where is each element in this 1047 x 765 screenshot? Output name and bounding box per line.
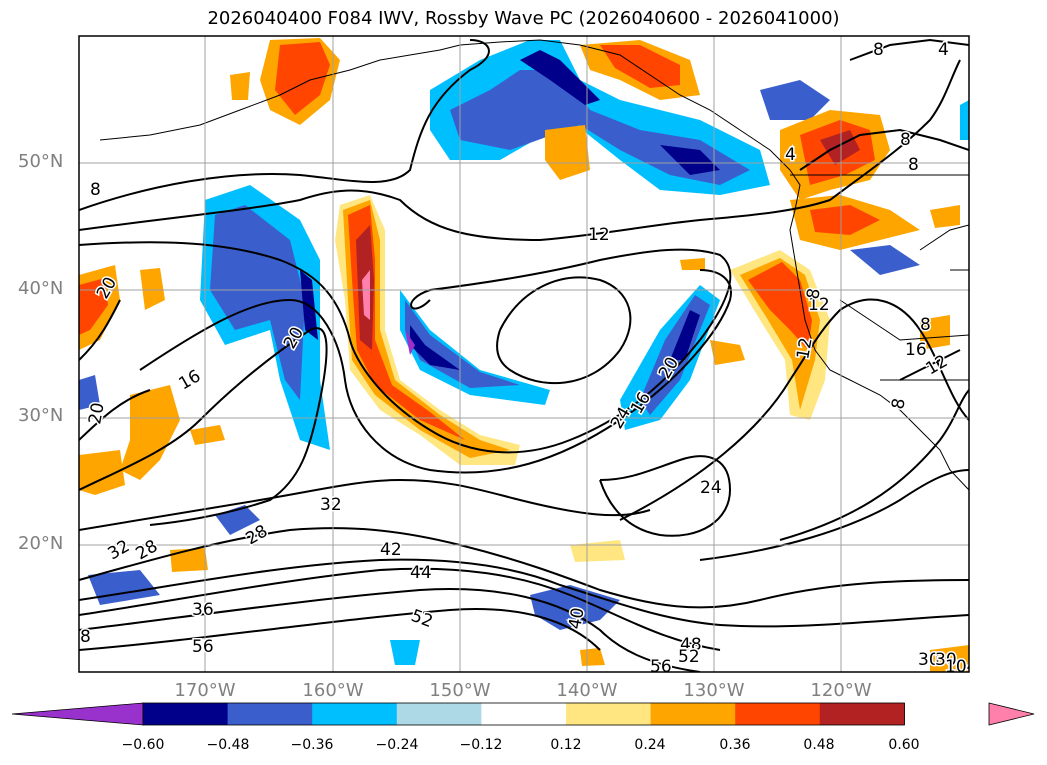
colorbar-tick: −0.36: [290, 737, 334, 753]
colorbar-cell: [143, 703, 229, 725]
contour-label: 48: [680, 635, 702, 655]
map-title: 2026040400 F084 IWV, Rossby Wave PC (202…: [207, 8, 840, 29]
lon-label-170w: 170°W: [174, 680, 236, 701]
contour-label: 4: [785, 145, 796, 165]
colorbar-cell: [735, 703, 821, 725]
colorbar-tick: −0.24: [375, 737, 419, 753]
contour-label: 52: [678, 647, 700, 667]
colorbar-cell: [650, 703, 736, 725]
contour-label: 32: [320, 495, 342, 515]
contour-label: 30: [918, 650, 940, 670]
contour-label: 8: [803, 287, 825, 301]
contour-label: 8: [908, 155, 919, 175]
contour-label: 8: [920, 315, 931, 335]
colorbar-cell: [312, 703, 398, 725]
contour-label: 4: [938, 40, 949, 60]
contour-label: 12: [793, 336, 816, 361]
colorbar-extend-max: [988, 702, 1035, 726]
colorbar-cell: [566, 703, 652, 725]
contour-label: 56: [192, 637, 214, 657]
colorbar-tick: −0.60: [121, 737, 165, 753]
lat-label-30n: 30°N: [18, 405, 64, 426]
lon-label-120w: 120°W: [810, 680, 872, 701]
contour-label: 104: [945, 657, 977, 677]
lon-label-130w: 130°W: [683, 680, 745, 701]
colorbar-frame: [142, 702, 905, 726]
graticule: [79, 36, 969, 672]
lat-label-20n: 20°N: [18, 533, 64, 554]
colorbar-cell: [819, 703, 905, 725]
contour-label: 42: [380, 540, 402, 560]
contour-label: 8: [873, 40, 884, 60]
contour-label: 12: [588, 225, 610, 245]
contour-label: 8: [900, 130, 911, 150]
contour-label: 30: [935, 650, 957, 670]
contour-label: 8: [888, 397, 910, 411]
colorbar-tick: −0.48: [206, 737, 250, 753]
colorbar-cell: [227, 703, 313, 725]
colorbar-extend-min: [11, 702, 144, 726]
contour-label: 20: [85, 401, 108, 426]
colorbar-tick: 0.60: [888, 737, 920, 753]
contour-label: 44: [410, 563, 432, 583]
colorbar-tick: 0.24: [634, 737, 666, 753]
positive-anomaly-shading: [79, 38, 969, 672]
map-frame: [78, 35, 970, 673]
colorbar-tick: 0.36: [719, 737, 751, 753]
colorbar: [11, 702, 1035, 726]
colorbar-tick: 0.12: [550, 737, 582, 753]
contour-label: 24: [700, 478, 722, 498]
contour-label: 36: [192, 600, 214, 620]
contour-label: 8: [80, 627, 91, 647]
colorbar-tick: −0.12: [459, 737, 503, 753]
coastlines: [99, 39, 969, 491]
contour-label: 16: [905, 340, 927, 360]
contour-label: 8: [90, 180, 101, 200]
lat-label-50n: 50°N: [18, 151, 64, 172]
colorbar-tick: 0.48: [803, 737, 835, 753]
lon-label-160w: 160°W: [302, 680, 364, 701]
lon-label-140w: 140°W: [556, 680, 618, 701]
contour-label: 56: [650, 657, 672, 677]
contour-label: 12: [808, 295, 830, 315]
lat-label-40n: 40°N: [18, 278, 64, 299]
colorbar-cell: [396, 703, 482, 725]
colorbar-cell: [481, 703, 567, 725]
contour-label: 40: [565, 606, 588, 631]
iwv-contours: [79, 38, 969, 672]
lon-label-150w: 150°W: [429, 680, 491, 701]
